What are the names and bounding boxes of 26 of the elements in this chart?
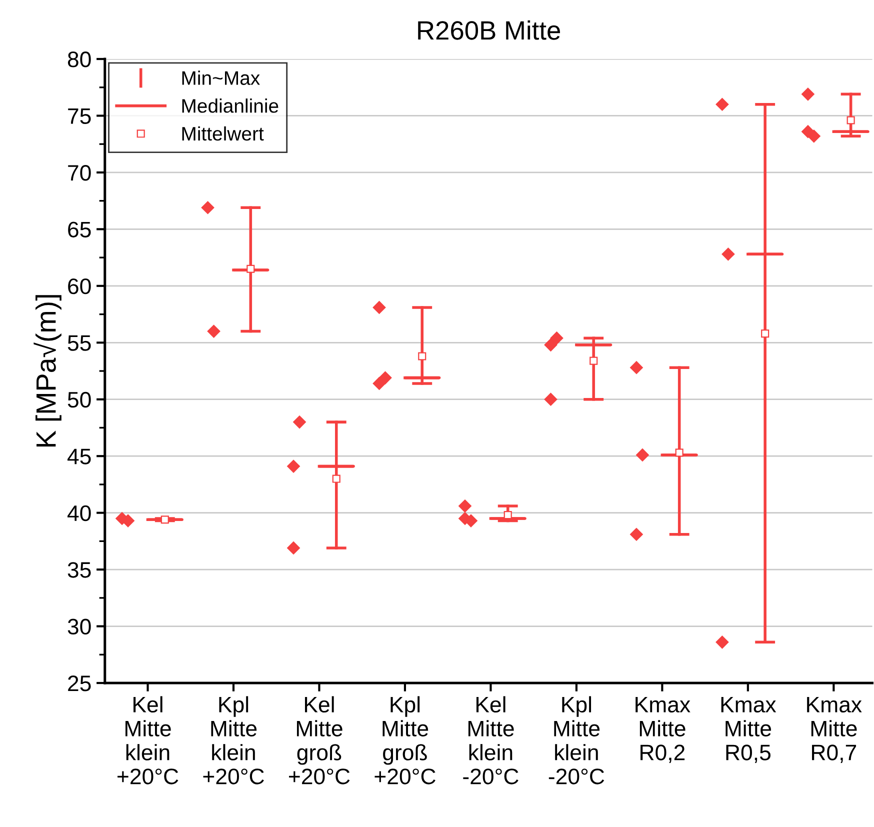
y-tick-label: 45 (67, 448, 91, 464)
y-tick-label: 25 (68, 676, 91, 692)
y-tick-label: 80 (68, 52, 91, 68)
y-tick-label: 65 (68, 222, 91, 238)
y-tick-label: 55 (68, 335, 91, 351)
y-tick-label: 40 (67, 505, 91, 522)
y-axis-title: K [MPa√(m)] (34, 295, 62, 447)
x-tick-label: Kpl Mitte klein +20°C (203, 696, 264, 784)
chart-title: R260B Mitte (418, 20, 560, 40)
y-tick-label: 75 (68, 108, 91, 124)
x-tick-label: Kmax Mitte R0,7 (807, 697, 862, 764)
x-tick-label: Kmax Mitte R0,5 (721, 697, 776, 764)
y-tick-label: 35 (68, 562, 91, 578)
x-tick-label: Kel Mitte klein +20°C (118, 696, 178, 784)
x-tick-label: Kpl Mitte groß +20°C (374, 696, 436, 784)
y-tick-label: 60 (68, 278, 91, 294)
annotation: Medianlinie (182, 98, 278, 113)
x-tick-label: Kpl Mitte klein -20°C (548, 696, 604, 784)
x-tick-label: Kel Mitte klein -20°C (463, 696, 518, 784)
y-tick-label: 50 (68, 392, 91, 408)
y-tick-label: 70 (68, 164, 91, 181)
x-tick-label: Kel Mitte groß +20°C (289, 696, 350, 784)
x-tick-label: Kmax Mitte R0,2 (636, 697, 690, 764)
legend-label: Mittelwert (182, 126, 264, 141)
legend-label: Min~Max (182, 70, 260, 85)
y-tick-label: 30 (68, 618, 91, 635)
